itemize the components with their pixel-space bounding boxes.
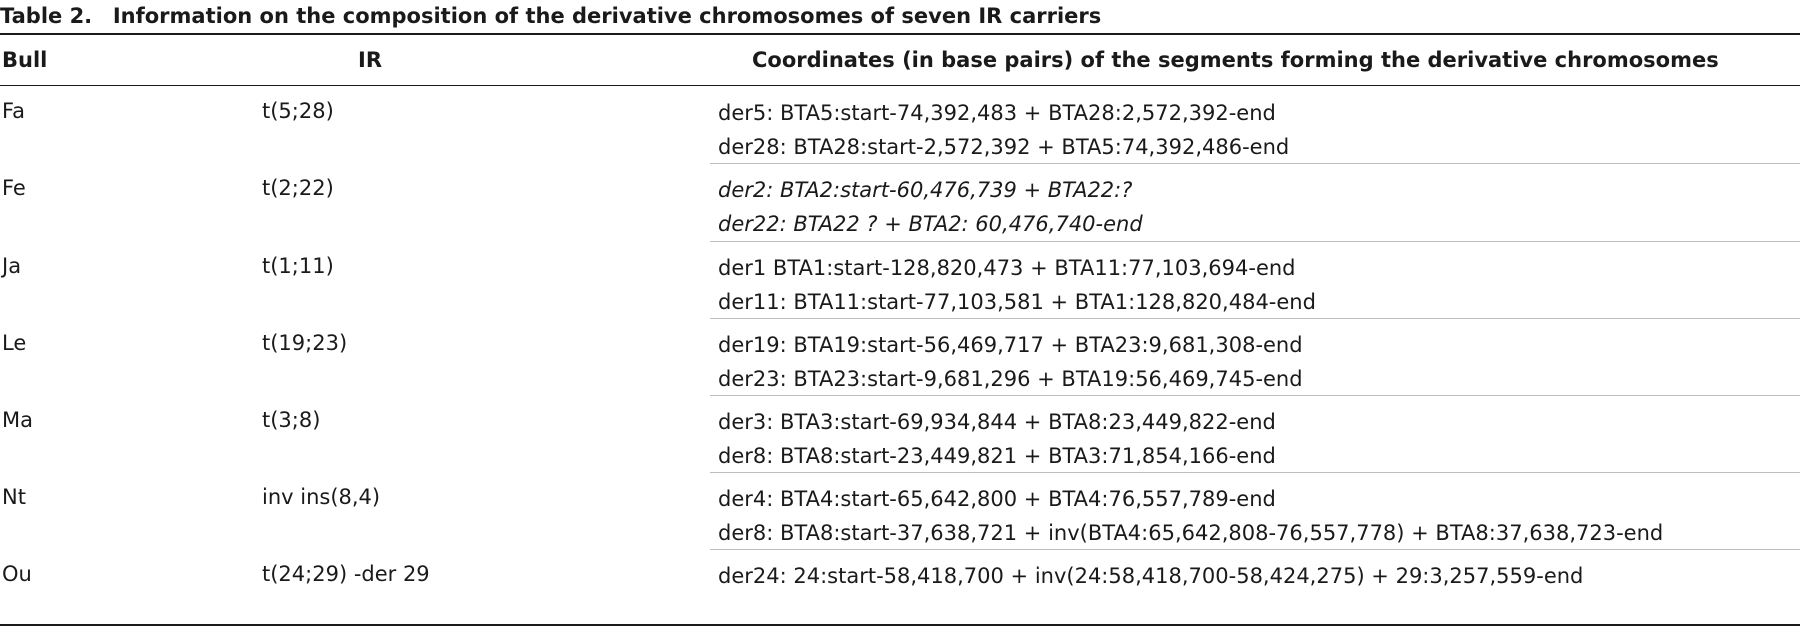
coordinate-line: der11: BTA11:start-77,103,581 + BTA1:128… (718, 290, 1316, 314)
header-ir: IR (358, 48, 382, 72)
cell-ir: t(2;22) (262, 176, 334, 200)
cell-coordinates: der4: BTA4:start-65,642,800 + BTA4:76,55… (718, 482, 1663, 550)
cell-coordinates: der5: BTA5:start-74,392,483 + BTA28:2,57… (718, 96, 1289, 164)
cell-ir: t(19;23) (262, 331, 348, 355)
cell-ir: t(1;11) (262, 254, 334, 278)
table-row: Ja t(1;11) der1 BTA1:start-128,820,473 + B… (0, 241, 1800, 318)
bottom-rule (0, 624, 1800, 626)
table-title: Information on the composition of the de… (112, 4, 1102, 28)
cell-coordinates: der19: BTA19:start-56,469,717 + BTA23:9,… (718, 328, 1303, 396)
cell-bull: Fa (2, 99, 26, 123)
cell-ir: t(24;29) -der 29 (262, 562, 430, 586)
row-separator (710, 241, 1800, 242)
table-row: Le t(19;23) der19: BTA19:start-56,469,717 … (0, 318, 1800, 395)
table-row: Fa t(5;28) der5: BTA5:start-74,392,483 + B… (0, 86, 1800, 163)
coordinate-line: der24: 24:start-58,418,700 + inv(24:58,4… (718, 564, 1584, 588)
table-caption: Table 2. Information on the composition … (0, 2, 1101, 30)
table-row: Ou t(24;29) -der 29 der24: 24:start-58,418… (0, 549, 1800, 624)
cell-coordinates: der3: BTA3:start-69,934,844 + BTA8:23,44… (718, 405, 1276, 473)
cell-bull: Nt (2, 485, 26, 509)
coordinate-line: der22: BTA22 ? + BTA2: 60,476,740-end (718, 212, 1143, 236)
table-row: Ma t(3;8) der3: BTA3:start-69,934,844 + BT… (0, 395, 1800, 472)
row-separator (710, 472, 1800, 473)
row-separator (710, 318, 1800, 319)
cell-bull: Fe (2, 176, 26, 200)
cell-bull: Ma (2, 408, 33, 432)
header-coordinates: Coordinates (in base pairs) of the segme… (752, 48, 1719, 72)
row-separator (710, 163, 1800, 164)
cell-bull: Ou (2, 562, 32, 586)
cell-ir: t(3;8) (262, 408, 321, 432)
cell-coordinates: der2: BTA2:start-60,476,739 + BTA22:? der… (718, 173, 1143, 241)
coordinate-line: der8: BTA8:start-37,638,721 + inv(BTA4:6… (718, 521, 1664, 545)
coordinate-line: der1 BTA1:start-128,820,473 + BTA11:77,1… (718, 256, 1296, 280)
coordinate-line: der2: BTA2:start-60,476,739 + BTA22:? (718, 178, 1133, 202)
row-separator (710, 549, 1800, 550)
coordinate-line: der23: BTA23:start-9,681,296 + BTA19:56,… (718, 367, 1303, 391)
cell-ir: t(5;28) (262, 99, 334, 123)
cell-bull: Le (2, 331, 27, 355)
coordinate-line: der8: BTA8:start-23,449,821 + BTA3:71,85… (718, 444, 1276, 468)
cell-coordinates: der1 BTA1:start-128,820,473 + BTA11:77,1… (718, 251, 1316, 319)
row-separator (710, 395, 1800, 396)
header-rule (0, 85, 1800, 86)
table-label: Table 2. (0, 4, 93, 28)
header-bull: Bull (2, 48, 48, 72)
top-rule (0, 33, 1800, 35)
table-row: Fe t(2;22) der2: BTA2:start-60,476,739 + B… (0, 163, 1800, 241)
cell-coordinates: der24: 24:start-58,418,700 + inv(24:58,4… (718, 559, 1583, 593)
coordinate-line: der3: BTA3:start-69,934,844 + BTA8:23,44… (718, 410, 1276, 434)
cell-ir: inv ins(8,4) (262, 485, 381, 509)
cell-bull: Ja (2, 254, 22, 278)
coordinate-line: der4: BTA4:start-65,642,800 + BTA4:76,55… (718, 487, 1276, 511)
coordinate-line: der28: BTA28:start-2,572,392 + BTA5:74,3… (718, 135, 1290, 159)
coordinate-line: der5: BTA5:start-74,392,483 + BTA28:2,57… (718, 101, 1276, 125)
coordinate-line: der19: BTA19:start-56,469,717 + BTA23:9,… (718, 333, 1303, 357)
table-row: Nt inv ins(8,4) der4: BTA4:start-65,642,80… (0, 472, 1800, 549)
